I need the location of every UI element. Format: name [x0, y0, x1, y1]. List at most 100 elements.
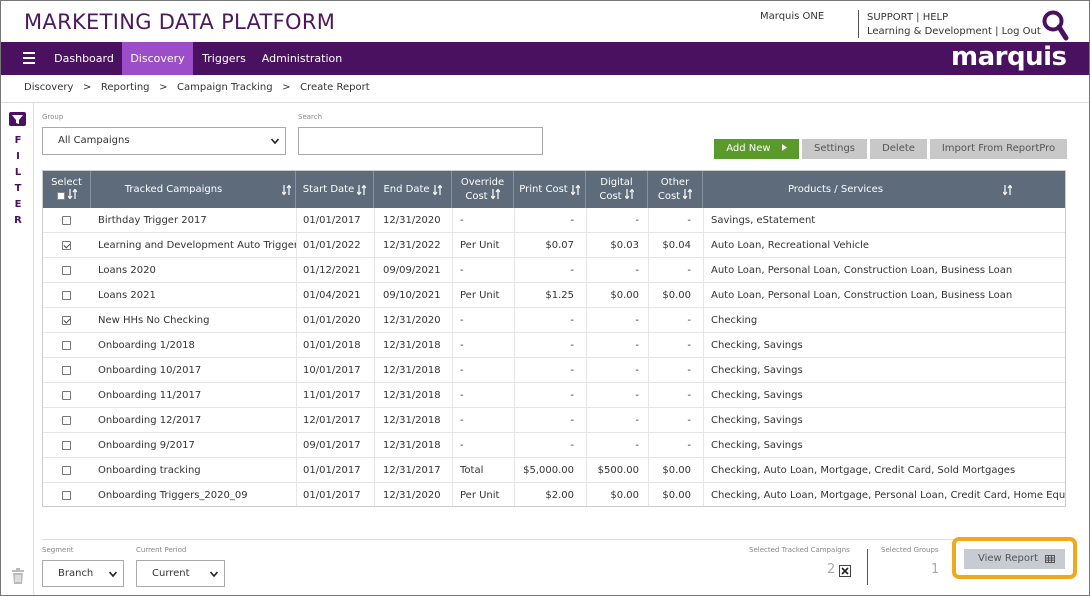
main-navbar: Dashboard Discovery Triggers Administrat…	[1, 42, 1089, 75]
add-new-label: Add New	[726, 143, 771, 154]
column-separator	[374, 283, 375, 308]
row-select-checkbox[interactable]	[62, 366, 71, 375]
cell-digital: -	[635, 390, 639, 401]
help-link[interactable]: HELP	[922, 12, 949, 23]
column-separator	[296, 283, 297, 308]
logout-link[interactable]: Log Out	[1001, 26, 1041, 37]
breadcrumb-campaign-tracking[interactable]: Campaign Tracking	[177, 82, 273, 93]
table-row[interactable]: Onboarding 11/2017 11/01/2017 12/31/2018 - -…	[43, 383, 1065, 408]
sort-icon[interactable]	[282, 184, 292, 195]
table-row[interactable]: Onboarding 1/2018 01/01/2018 12/31/2018 - - -…	[43, 333, 1065, 358]
row-select-checkbox[interactable]	[62, 341, 71, 350]
nav-triggers[interactable]: Triggers	[202, 52, 246, 65]
cell-products: Auto Loan, Personal Loan, Construction L…	[711, 265, 1013, 276]
cell-campaign: Loans 2020	[98, 265, 156, 276]
column-separator	[296, 408, 297, 433]
table-row[interactable]: Onboarding 10/2017 10/01/2017 12/31/2018 - -…	[43, 358, 1065, 383]
row-select-checkbox[interactable]	[62, 416, 71, 425]
digital-cost-column-header[interactable]: Digital Cost	[586, 171, 648, 208]
settings-button[interactable]: Settings	[802, 139, 867, 159]
trash-icon[interactable]	[11, 568, 25, 584]
column-separator	[374, 383, 375, 408]
group-select[interactable]: All Campaigns	[42, 127, 286, 155]
search-icon[interactable]	[1041, 9, 1069, 41]
segment-select[interactable]: Branch	[42, 560, 124, 587]
sort-icon[interactable]	[67, 189, 77, 199]
breadcrumb-reporting[interactable]: Reporting	[100, 82, 150, 93]
learning-link[interactable]: Learning & Development	[867, 26, 992, 37]
table-row[interactable]: Birthday Trigger 2017 01/01/2017 12/31/202…	[43, 208, 1065, 233]
row-select-checkbox[interactable]	[62, 266, 71, 275]
cell-override: -	[460, 365, 464, 376]
campaign-column-header[interactable]: Tracked Campaigns	[91, 171, 296, 208]
column-separator	[296, 333, 297, 358]
nav-dashboard[interactable]: Dashboard	[54, 52, 114, 65]
other-cost-column-header[interactable]: Other Cost	[648, 171, 703, 208]
filter-label[interactable]: F I L T E R	[13, 133, 23, 229]
row-select-checkbox[interactable]	[62, 216, 71, 225]
row-select-checkbox[interactable]	[62, 491, 71, 500]
start-date-column-header[interactable]: Start Date	[296, 171, 374, 208]
override-header-label: Override	[460, 177, 505, 188]
row-select-checkbox[interactable]	[62, 291, 71, 300]
sort-icon[interactable]	[432, 184, 442, 195]
view-report-button[interactable]: View Report	[964, 549, 1065, 569]
add-new-button[interactable]: Add New	[714, 139, 799, 159]
segment-label: Segment	[42, 546, 74, 554]
filter-letter: F	[14, 135, 22, 146]
sort-icon[interactable]	[1003, 184, 1013, 195]
table-row[interactable]: New HHs No Checking 01/01/2020 12/31/2020 -…	[43, 308, 1065, 333]
column-separator	[452, 208, 453, 233]
table-row[interactable]: Loans 2021 01/04/2021 09/10/2021 Per Unit $1…	[43, 283, 1065, 308]
column-separator	[514, 358, 515, 383]
table-row[interactable]: Onboarding 9/2017 09/01/2017 12/31/2018 - - -…	[43, 433, 1065, 458]
sort-icon[interactable]	[357, 184, 367, 195]
selected-campaigns-label: Selected Tracked Campaigns	[749, 546, 850, 554]
cell-end: 12/31/2022	[383, 240, 441, 251]
select-all-checkbox[interactable]	[56, 192, 65, 200]
funnel-icon[interactable]	[9, 112, 26, 126]
sort-icon[interactable]	[570, 184, 580, 195]
cell-override: -	[460, 415, 464, 426]
hamburger-menu-icon[interactable]	[23, 52, 35, 64]
support-link[interactable]: SUPPORT	[867, 12, 913, 23]
clear-selection-icon[interactable]	[839, 565, 851, 577]
sort-icon[interactable]	[683, 189, 693, 199]
table-row[interactable]: Onboarding 12/2017 12/01/2017 12/31/2018 - -…	[43, 408, 1065, 433]
import-reportpro-button[interactable]: Import From ReportPro	[930, 139, 1067, 159]
row-select-checkbox[interactable]	[62, 316, 71, 325]
sort-icon[interactable]	[490, 189, 500, 199]
filter-letter: E	[14, 199, 22, 210]
row-select-checkbox[interactable]	[62, 391, 71, 400]
row-select-checkbox[interactable]	[62, 441, 71, 450]
cell-end: 12/31/2018	[383, 340, 441, 351]
column-separator	[374, 458, 375, 483]
cell-end: 12/31/2017	[383, 465, 441, 476]
table-row[interactable]: Onboarding tracking 01/01/2017 12/31/2017 T…	[43, 458, 1065, 483]
period-select[interactable]: Current	[136, 560, 225, 587]
end-date-column-header[interactable]: End Date	[374, 171, 452, 208]
products-column-header[interactable]: Products / Services	[703, 171, 1065, 208]
override-cost-column-header[interactable]: Override Cost	[452, 171, 514, 208]
breadcrumb-discovery[interactable]: Discovery	[24, 82, 74, 93]
delete-button[interactable]: Delete	[870, 139, 927, 159]
sort-icon[interactable]	[624, 189, 634, 199]
column-separator	[452, 433, 453, 458]
cell-start: 10/01/2017	[303, 365, 361, 376]
nav-discovery[interactable]: Discovery	[122, 42, 193, 75]
print-cost-column-header[interactable]: Print Cost	[514, 171, 586, 208]
cell-print: -	[570, 440, 574, 451]
column-separator	[586, 333, 587, 358]
nav-administration[interactable]: Administration	[261, 52, 343, 65]
search-input[interactable]	[298, 127, 543, 155]
cell-products: Checking	[711, 315, 758, 326]
table-row[interactable]: Onboarding Triggers_2020_09 01/01/2017 12/…	[43, 483, 1065, 506]
table-row[interactable]: Learning and Development Auto Triggers 01…	[43, 233, 1065, 258]
row-select-checkbox[interactable]	[62, 466, 71, 475]
row-select-checkbox[interactable]	[62, 241, 71, 250]
cell-campaign: Onboarding 11/2017	[98, 390, 202, 401]
view-report-label: View Report	[978, 553, 1039, 564]
column-separator	[586, 308, 587, 333]
table-row[interactable]: Loans 2020 01/12/2021 09/09/2021 - - - - Auto L…	[43, 258, 1065, 283]
